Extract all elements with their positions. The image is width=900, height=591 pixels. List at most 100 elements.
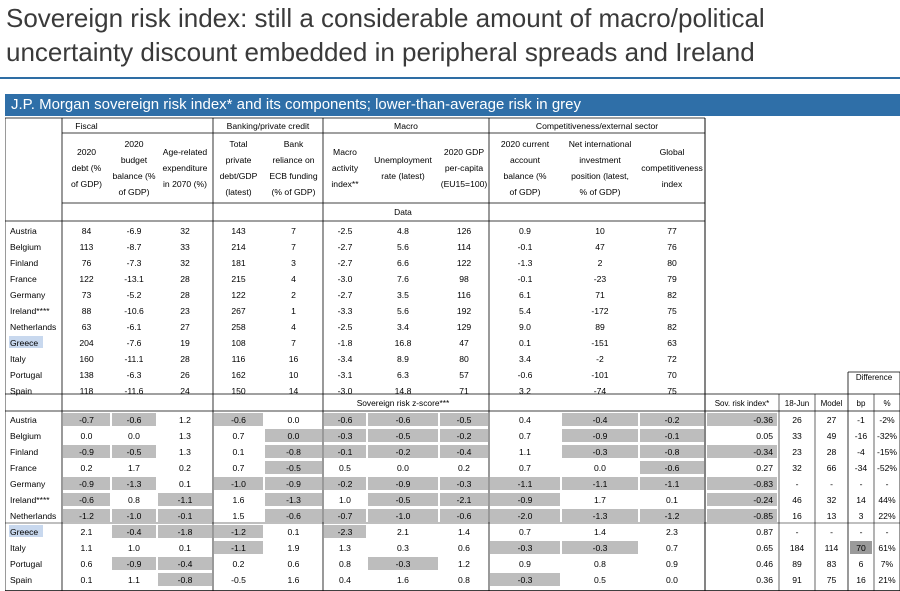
data-cell: -2.7 (338, 290, 353, 300)
bp-cell: 6 (859, 559, 864, 569)
grey-cell (158, 525, 212, 538)
data-cell: 63 (667, 338, 677, 348)
zscore-cell: 0.3 (397, 543, 409, 553)
zscore-cell: 0.7 (519, 463, 531, 473)
zscore-cell: -1.1 (178, 495, 193, 505)
zscore-cell: -0.4 (178, 559, 193, 569)
data-cell: -2.5 (338, 226, 353, 236)
data-cell: 162 (231, 370, 246, 380)
zscore-cell: 1.9 (288, 543, 300, 553)
data-cell: 88 (82, 306, 92, 316)
zscore-cell: -1.0 (127, 511, 142, 521)
data-cell: 192 (457, 306, 472, 316)
data-cell: -3.1 (338, 370, 353, 380)
grey-cell (63, 445, 110, 458)
model-cell: 13 (827, 511, 837, 521)
bp-cell: - (860, 479, 863, 489)
col-header-2: 2020 (124, 139, 143, 149)
zscore-cell: -0.1 (178, 511, 193, 521)
data-cell: 7 (291, 338, 296, 348)
data-cell: 57 (459, 370, 469, 380)
country-label: Portugal (10, 370, 42, 380)
group-fiscal: Fiscal (75, 121, 98, 131)
data-cell: 3.4 (397, 322, 409, 332)
data-cell: 24 (180, 386, 190, 396)
model-cell: - (830, 527, 833, 537)
data-cell: 6.6 (397, 258, 409, 268)
grey-cell (158, 493, 212, 506)
data-cell: -10.6 (124, 306, 144, 316)
grey-cell (214, 525, 263, 538)
title-line-1: Sovereign risk index: still a considerab… (6, 3, 765, 33)
grey-cell (324, 429, 366, 442)
zscore-cell: 1.0 (128, 543, 140, 553)
data-cell: -1.8 (338, 338, 353, 348)
zscore-cell: 0.2 (81, 463, 93, 473)
zscore-cell: -0.3 (593, 447, 608, 457)
zscore-cell: 0.2 (458, 463, 470, 473)
col-header-6: index** (331, 179, 359, 189)
zscore-cell: -0.4 (127, 527, 142, 537)
zscore-cell: -0.5 (286, 463, 301, 473)
zscore-cell: -0.3 (396, 559, 411, 569)
zscore-cell: -0.8 (286, 447, 301, 457)
zscore-cell: -0.1 (665, 431, 680, 441)
data-cell: 122 (231, 290, 246, 300)
grey-cell (63, 509, 110, 522)
zscore-cell: -0.6 (231, 415, 246, 425)
zscore-cell: -1.8 (178, 527, 193, 537)
pct-header: % (883, 399, 890, 408)
data-cell: 32 (180, 226, 190, 236)
grey-cell (640, 461, 704, 474)
data-cell: 16 (289, 354, 299, 364)
data-cell: -7.6 (127, 338, 142, 348)
grey-cell (640, 445, 704, 458)
grey-cell (265, 493, 322, 506)
risk-index-cell: 0.65 (756, 543, 773, 553)
zscore-cell: 0.9 (519, 559, 531, 569)
pct-cell: -2% (879, 415, 895, 425)
data-cell: 1 (291, 306, 296, 316)
data-cell: -101 (591, 370, 608, 380)
data-cell: 6.3 (397, 370, 409, 380)
data-cell: 114 (457, 242, 471, 252)
data-cell: 116 (457, 290, 471, 300)
country-label: Germany (10, 290, 46, 300)
grey-cell (368, 509, 438, 522)
data-cell: 82 (667, 322, 677, 332)
col-header-8: per-capita (445, 163, 483, 173)
data-cell: 126 (457, 226, 472, 236)
data-cell: 2 (598, 258, 603, 268)
zscore-cell: -1.1 (665, 479, 680, 489)
zscore-cell: 0.7 (233, 463, 245, 473)
col-header-11: index (662, 179, 683, 189)
data-cell: 33 (180, 242, 190, 252)
data-cell: -0.1 (518, 274, 533, 284)
zscore-cell: 1.7 (594, 495, 606, 505)
country-label: Portugal (10, 559, 42, 569)
data-cell: 160 (79, 354, 94, 364)
data-cell: 4 (291, 274, 296, 284)
zscore-cell: 0.7 (666, 543, 678, 553)
zscore-cell: 0.8 (128, 495, 140, 505)
data-cell: 82 (667, 290, 677, 300)
data-cell: 70 (667, 370, 677, 380)
slide-title: Sovereign risk index: still a considerab… (6, 1, 896, 69)
col-header-2: balance (% (113, 171, 156, 181)
zscore-cell: -1.2 (79, 511, 94, 521)
zscore-cell: 0.1 (666, 495, 678, 505)
data-cell: -0.1 (518, 242, 533, 252)
zscore-cell: -0.7 (79, 415, 94, 425)
zscore-cell: -1.3 (286, 495, 301, 505)
zscore-cell: -0.3 (457, 479, 472, 489)
zscore-cell: 1.4 (594, 527, 606, 537)
bp-cell: 70 (856, 543, 866, 553)
data-cell: 0.1 (519, 338, 531, 348)
pct-cell: 44% (878, 495, 896, 505)
col-header-6: activity (332, 163, 359, 173)
grey-cell (640, 429, 704, 442)
data-cell: 10 (289, 370, 299, 380)
risk-index-cell: -0.24 (753, 495, 773, 505)
zscore-cell: -0.9 (593, 431, 608, 441)
bp-cell: - (860, 527, 863, 537)
